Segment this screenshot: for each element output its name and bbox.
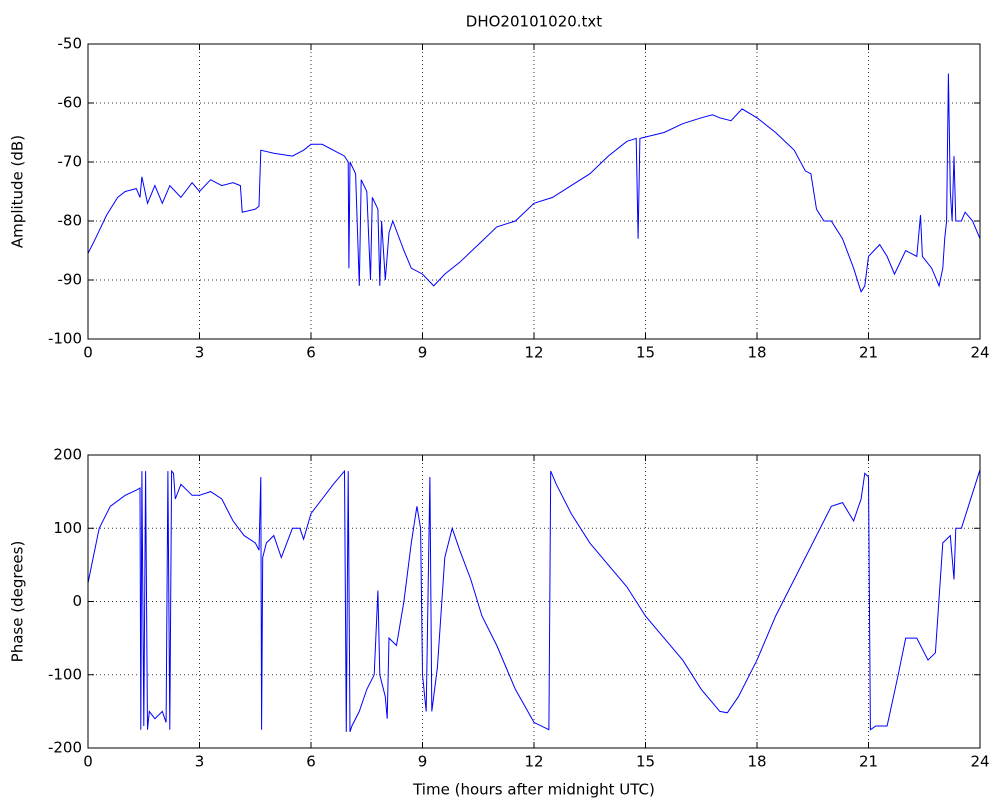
y-tick-label: -100 bbox=[48, 330, 82, 348]
x-tick-label: 6 bbox=[306, 753, 316, 771]
y-tick-label: -200 bbox=[48, 739, 82, 757]
y-tick-label: -70 bbox=[58, 153, 83, 171]
axes-frame bbox=[87, 43, 981, 340]
x-tick-label: 21 bbox=[859, 344, 878, 362]
y-tick-label: -90 bbox=[58, 271, 83, 289]
x-tick-label: 15 bbox=[636, 753, 655, 771]
x-tick-label: 12 bbox=[524, 753, 543, 771]
y-tick-label: 200 bbox=[53, 446, 82, 464]
y-tick-label: -80 bbox=[58, 212, 83, 230]
x-tick-label: 21 bbox=[859, 753, 878, 771]
x-tick-label: 0 bbox=[83, 344, 93, 362]
y-tick-label: -100 bbox=[48, 665, 82, 683]
data-line bbox=[87, 469, 981, 733]
x-tick-label: 18 bbox=[747, 753, 766, 771]
x-tick-label: 24 bbox=[970, 344, 989, 362]
y-tick-label: -50 bbox=[58, 35, 83, 53]
y-tick-label: 0 bbox=[72, 592, 82, 610]
y-tick-label: -60 bbox=[58, 94, 83, 112]
x-tick-label: 6 bbox=[306, 344, 316, 362]
axes-frame bbox=[87, 454, 981, 749]
y-axis-label: Phase (degrees) bbox=[9, 541, 27, 663]
x-tick-label: 9 bbox=[418, 344, 428, 362]
x-tick-label: 3 bbox=[195, 753, 205, 771]
x-tick-label: 18 bbox=[747, 344, 766, 362]
x-tick-label: 0 bbox=[83, 753, 93, 771]
x-tick-label: 24 bbox=[970, 753, 989, 771]
x-tick-label: 12 bbox=[524, 344, 543, 362]
y-tick-label: 100 bbox=[53, 519, 82, 537]
plot-area bbox=[88, 44, 980, 339]
x-tick-label: 15 bbox=[636, 344, 655, 362]
data-line bbox=[87, 73, 981, 293]
x-tick-label: 3 bbox=[195, 344, 205, 362]
x-tick-label: 9 bbox=[418, 753, 428, 771]
chart-title: DHO20101020.txt bbox=[466, 13, 603, 31]
y-axis-label: Amplitude (dB) bbox=[9, 135, 27, 248]
x-axis-label: Time (hours after midnight UTC) bbox=[412, 781, 655, 799]
